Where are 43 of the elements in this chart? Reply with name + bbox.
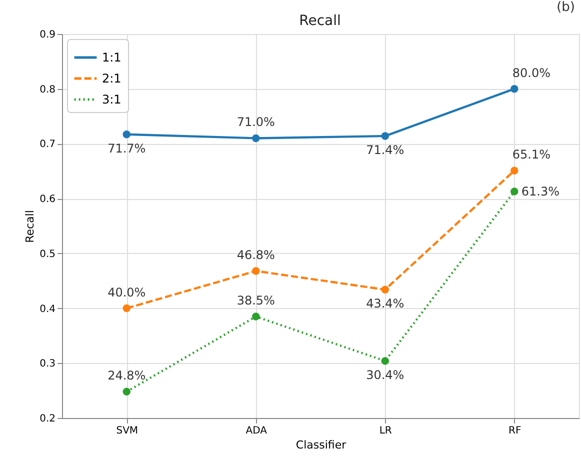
point	[510, 166, 518, 174]
y-tick-label: 0.3	[40, 358, 56, 370]
data-label: 71.4%	[366, 143, 404, 158]
data-label: 61.3%	[521, 184, 560, 198]
y-tick-label: 0.7	[40, 139, 56, 150]
data-label: 40.0%	[108, 285, 146, 300]
data-label: 30.4%	[366, 368, 404, 382]
data-label: 65.1%	[512, 148, 550, 162]
point	[252, 267, 260, 275]
x-tick-label: ADA	[246, 426, 268, 436]
point	[510, 188, 518, 196]
y-tick-label: 0.5	[40, 248, 56, 260]
legend-label: 3:1	[102, 92, 122, 106]
point	[510, 84, 518, 93]
point	[252, 312, 260, 320]
point	[122, 304, 130, 312]
point	[252, 134, 260, 142]
data-label: 24.8%	[108, 368, 146, 383]
data-label: 46.8%	[236, 248, 275, 262]
point	[122, 130, 130, 138]
legend-label: 1:1	[102, 50, 122, 64]
data-label: 38.5%	[236, 294, 275, 308]
y-tick-label: 0.8	[40, 84, 56, 96]
x-axis-title: Classifier	[296, 438, 347, 452]
point	[381, 357, 389, 365]
y-tick-label: 0.2	[40, 414, 56, 424]
y-tick-label: 0.9	[40, 30, 56, 40]
x-tick-label: SVM	[116, 426, 138, 436]
point	[122, 388, 130, 396]
y-axis-title: Recall	[24, 210, 37, 243]
x-tick-label: LR	[379, 426, 392, 436]
text: (b)	[556, 0, 575, 15]
chart-title: Recall	[299, 13, 341, 29]
point	[381, 286, 389, 294]
data-label: 43.4%	[366, 296, 404, 311]
legend-label: 2:1	[102, 72, 122, 86]
x-tick-label: RF	[508, 426, 522, 436]
point	[381, 132, 389, 140]
data-label: 71.0%	[236, 115, 275, 130]
data-label: 71.7%	[108, 141, 146, 156]
y-tick-label: 0.6	[40, 194, 56, 206]
y-tick-label: 0.4	[40, 304, 56, 315]
data-label: 80.0%	[512, 66, 550, 80]
